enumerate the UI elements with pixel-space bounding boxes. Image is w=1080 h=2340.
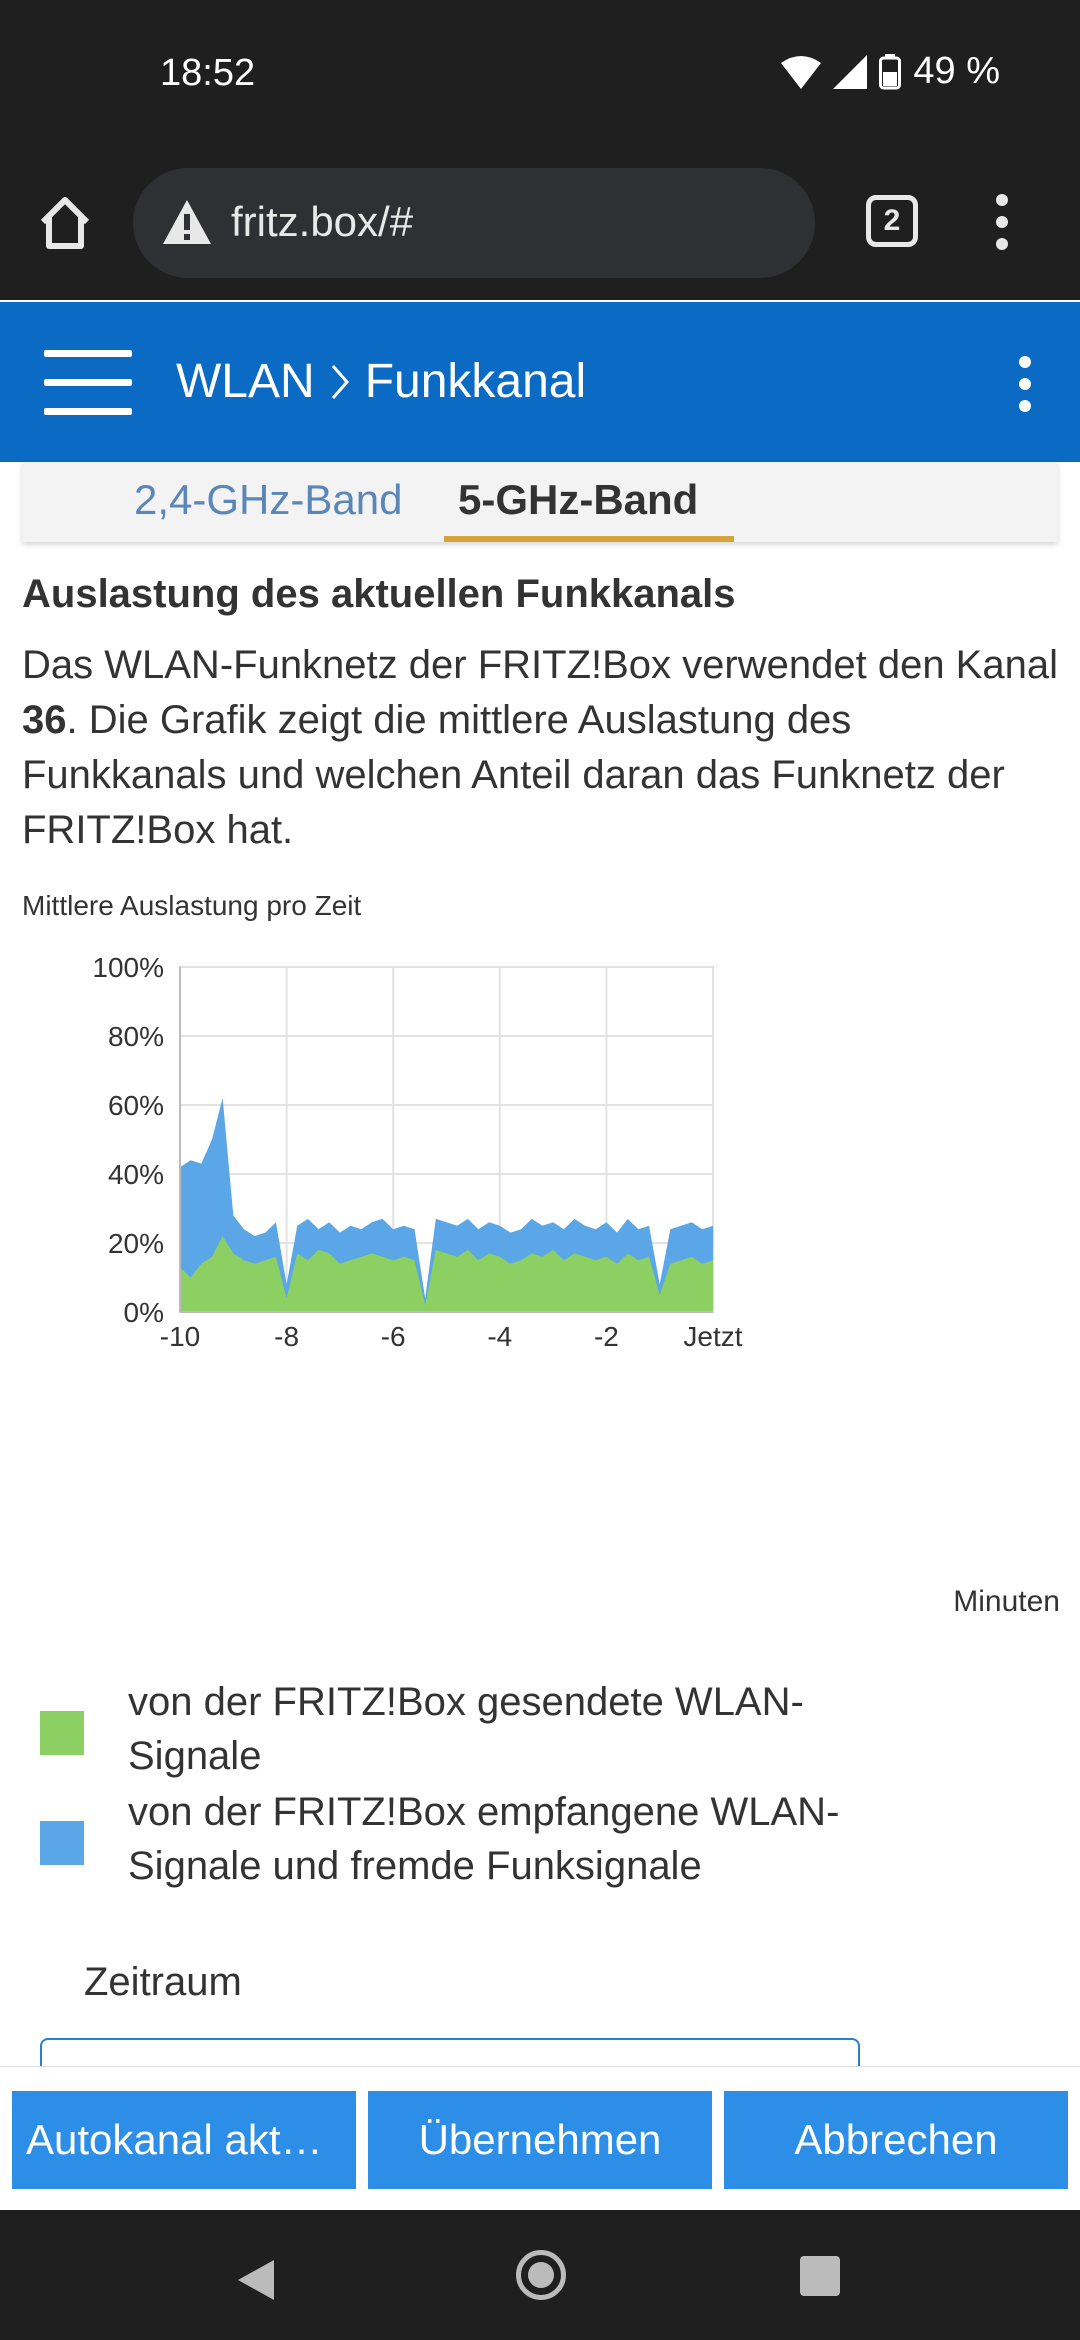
battery-icon xyxy=(879,53,902,89)
cancel-button[interactable]: Abbrechen xyxy=(724,2091,1068,2189)
tab-switcher-button[interactable]: 2 xyxy=(866,195,918,247)
legend-swatch-green xyxy=(40,1711,84,1755)
y-tick-label: 100% xyxy=(92,952,164,983)
app-menu-icon[interactable] xyxy=(1012,354,1038,414)
channel-number: 36 xyxy=(22,698,67,742)
chart-caption: Mittlere Auslastung pro Zeit xyxy=(22,890,362,921)
action-bar: Autokanal aktu… Übernehmen Abbrechen xyxy=(0,2066,1080,2210)
utilization-chart: 0% 20% 40% 60% 80% 100% -10 -8 -6 -4 -2 Jetzt xyxy=(92,952,742,1352)
y-tick-label: 60% xyxy=(108,1090,164,1121)
tab-5-ghz[interactable]: 5-GHz-Band xyxy=(443,476,735,542)
recents-icon[interactable] xyxy=(800,2256,840,2296)
url-bar[interactable]: fritz.box/# xyxy=(133,168,815,278)
tab-2-4-ghz[interactable]: 2,4-GHz-Band xyxy=(134,476,403,523)
apply-button[interactable]: Übernehmen xyxy=(368,2091,712,2189)
status-time: 18:52 xyxy=(160,52,256,94)
channel-description: Das WLAN-Funknetz der FRITZ!Box verwende… xyxy=(22,638,1062,858)
x-tick-label: Jetzt xyxy=(683,1321,742,1352)
legend-item-received: von der FRITZ!Box empfangene WLAN-Signal… xyxy=(40,1785,1040,1895)
android-nav-bar xyxy=(0,2210,1080,2340)
battery-percent: 49 % xyxy=(913,50,1000,92)
breadcrumb-wlan[interactable]: WLAN xyxy=(176,355,315,408)
band-tabs: 2,4-GHz-Band 5-GHz-Band xyxy=(22,462,1058,542)
wifi-icon xyxy=(781,55,822,89)
y-tick-label: 0% xyxy=(124,1297,164,1328)
legend-swatch-blue xyxy=(40,1821,84,1865)
legend-label: von der FRITZ!Box empfangene WLAN-Signal… xyxy=(128,1790,840,1888)
x-tick-label: -4 xyxy=(487,1321,512,1352)
legend-label: von der FRITZ!Box gesendete WLAN-Signale xyxy=(128,1680,804,1778)
x-tick-label: -2 xyxy=(594,1321,619,1352)
back-icon[interactable] xyxy=(236,2258,276,2302)
page-title: Funkkanal xyxy=(364,355,587,408)
app-header: WLAN Funkkanal xyxy=(0,302,1080,462)
chevron-right-icon xyxy=(331,364,349,399)
browser-toolbar: fritz.box/# 2 xyxy=(0,150,1080,300)
section-title: Auslastung des aktuellen Funkkanals xyxy=(22,572,736,616)
series-area-sent xyxy=(180,1236,713,1312)
hamburger-menu-icon[interactable] xyxy=(44,350,132,416)
signal-icon xyxy=(833,54,868,89)
url-text[interactable]: fritz.box/# xyxy=(231,198,414,245)
x-axis-unit: Minuten xyxy=(953,1585,1060,1618)
legend-item-sent: von der FRITZ!Box gesendete WLAN-Signale xyxy=(40,1675,1040,1785)
x-tick-label: -6 xyxy=(381,1321,406,1352)
y-tick-label: 80% xyxy=(108,1021,164,1052)
period-label: Zeitraum xyxy=(84,1960,242,2004)
home-icon[interactable] xyxy=(35,192,95,252)
chart-legend: von der FRITZ!Box gesendete WLAN-Signale… xyxy=(40,1675,1040,1895)
x-tick-label: -8 xyxy=(274,1321,299,1352)
autochannel-button[interactable]: Autokanal aktu… xyxy=(12,2091,356,2189)
x-tick-label: -10 xyxy=(160,1321,200,1352)
home-nav-icon[interactable] xyxy=(516,2250,566,2300)
breadcrumb: WLAN Funkkanal xyxy=(176,354,586,409)
description-part-1: Das WLAN-Funknetz der FRITZ!Box verwende… xyxy=(22,643,1058,687)
status-icons: 49 % xyxy=(781,50,1000,93)
description-part-2: . Die Grafik zeigt die mittlere Auslastu… xyxy=(22,698,1005,852)
y-tick-label: 40% xyxy=(108,1159,164,1190)
warning-icon[interactable] xyxy=(161,198,213,246)
y-tick-label: 20% xyxy=(108,1228,164,1259)
browser-menu-icon[interactable] xyxy=(990,192,1014,252)
status-bar: 18:52 49 % xyxy=(0,0,1080,150)
